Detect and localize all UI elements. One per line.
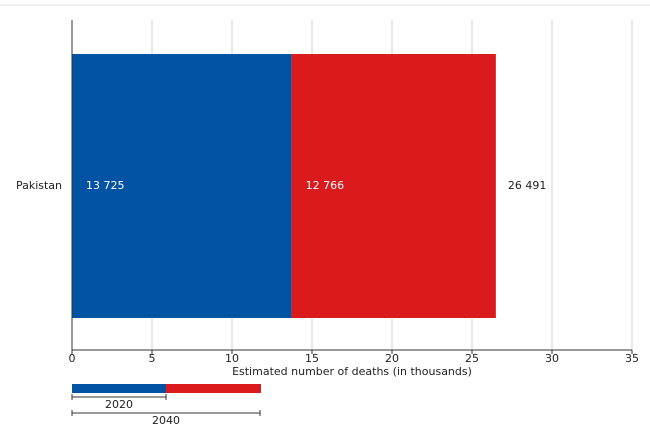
x-axis-title: Estimated number of deaths (in thousands… — [232, 365, 472, 378]
legend-swatch — [72, 384, 166, 393]
x-tick-label: 0 — [69, 352, 76, 365]
legend-label: 2040 — [152, 414, 180, 427]
x-tick-label: 5 — [149, 352, 156, 365]
x-tick-label: 20 — [385, 352, 399, 365]
x-tick-label: 25 — [465, 352, 479, 365]
category-label: Pakistan — [16, 179, 62, 192]
x-tick-label: 10 — [225, 352, 239, 365]
bar-segment — [72, 54, 292, 318]
x-tick-label: 35 — [625, 352, 639, 365]
legend-swatch — [166, 384, 261, 393]
legend-label: 2020 — [105, 398, 133, 411]
total-label: 26 491 — [508, 179, 546, 192]
value-label: 13 725 — [86, 179, 125, 192]
x-tick-label: 30 — [545, 352, 559, 365]
value-label: 12 766 — [306, 179, 345, 192]
x-tick-label: 15 — [305, 352, 319, 365]
bar-segment — [291, 54, 496, 318]
